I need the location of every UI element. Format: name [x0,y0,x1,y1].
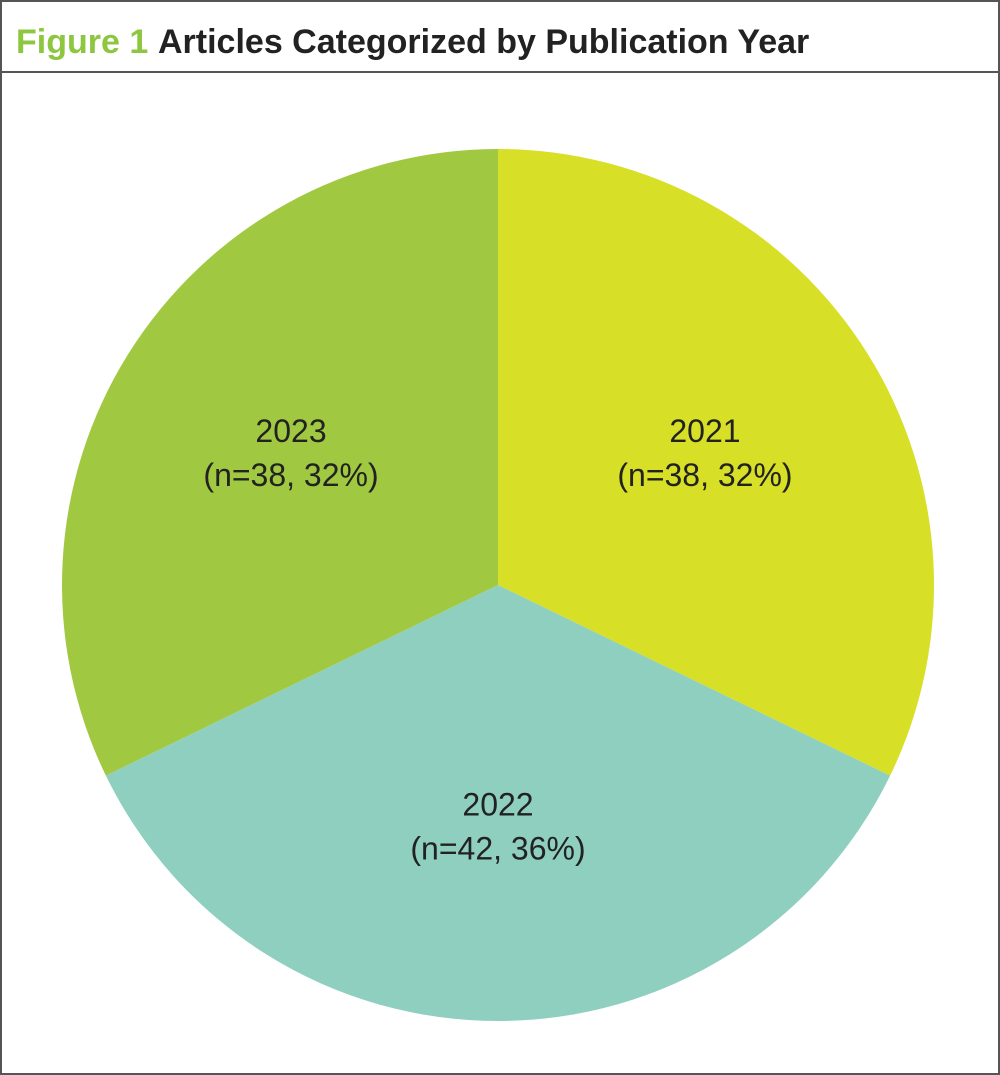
pie-slice [498,149,934,776]
slice-category: 2023 [255,413,326,449]
pie-slice [105,585,891,1021]
chart-title: Articles Categorized by Publication Year [158,23,809,61]
slice-value-label: (n=38, 32%) [203,457,378,493]
figure-label: Figure 1 [16,23,148,61]
slice-category: 2022 [462,787,533,823]
slice-value-label: (n=42, 36%) [410,831,585,867]
slice-category: 2021 [669,413,740,449]
pie-slice [61,149,498,776]
slice-value-label: (n=38, 32%) [617,457,792,493]
